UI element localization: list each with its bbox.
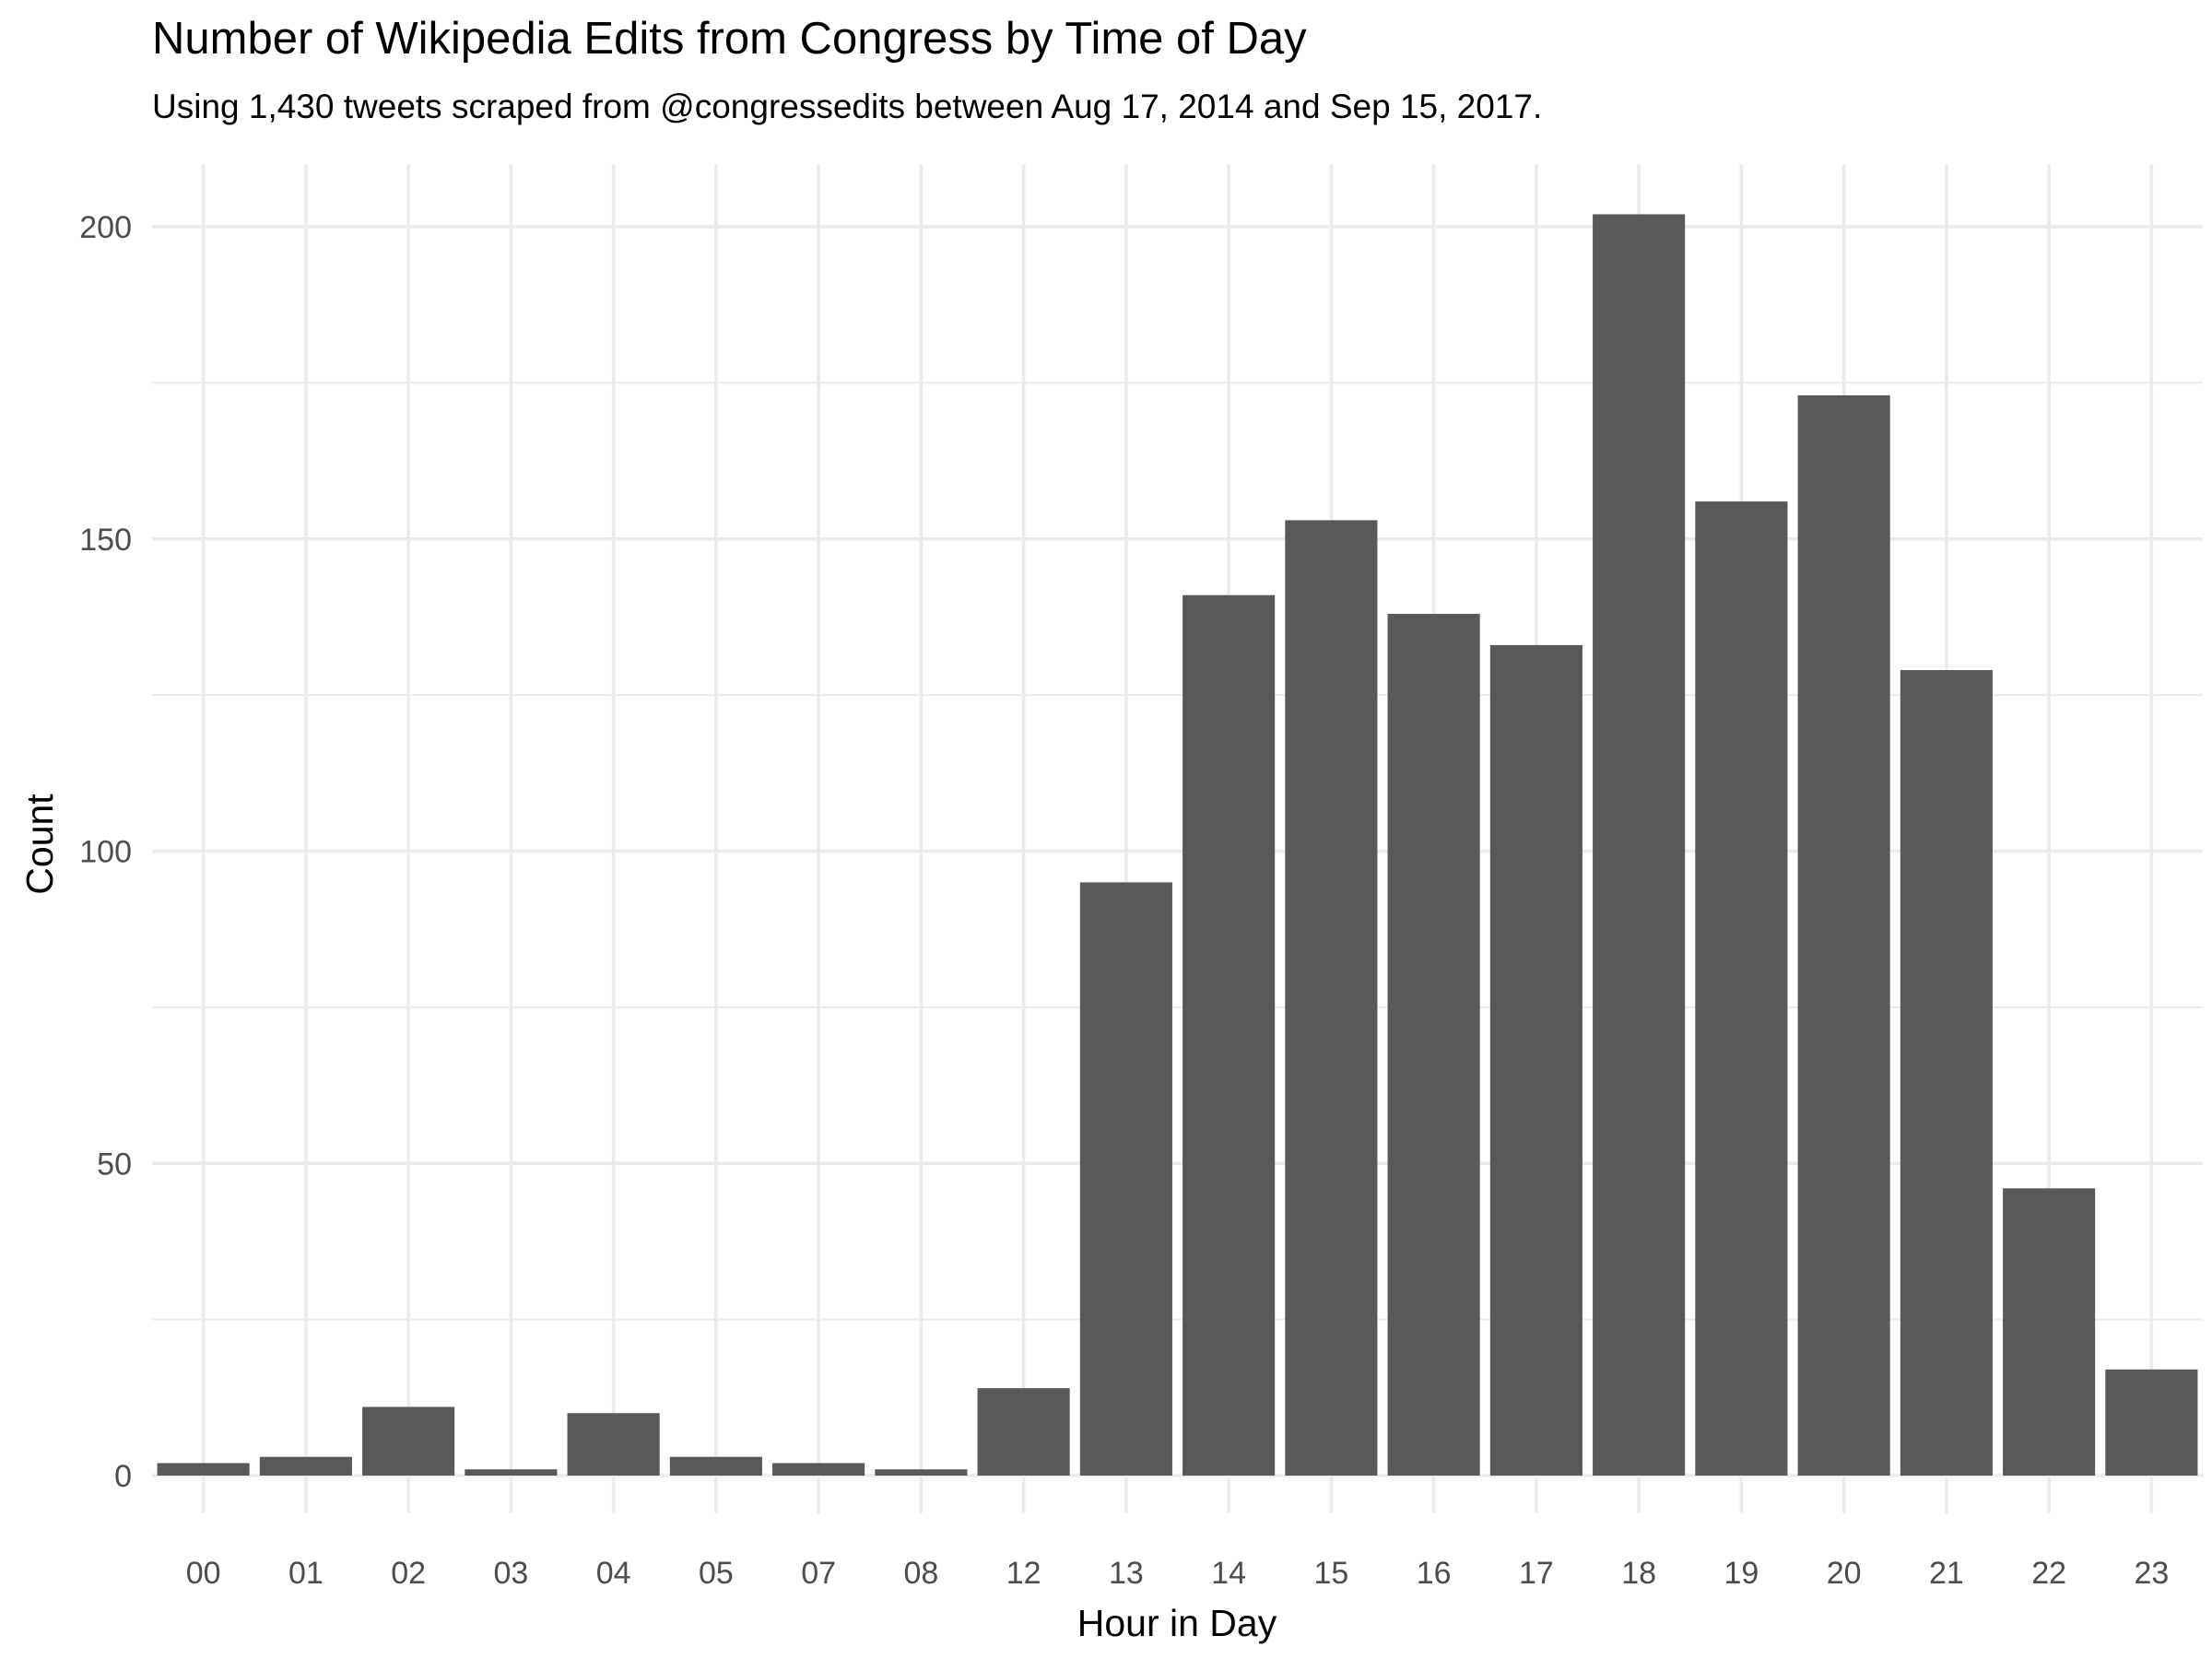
- x-tick-label: 14: [1211, 1556, 1246, 1591]
- bar-18: [1593, 214, 1686, 1477]
- bars: [157, 214, 2198, 1477]
- bar-12: [977, 1388, 1070, 1476]
- x-tick-label: 03: [493, 1556, 528, 1591]
- x-tick-label: 02: [391, 1556, 426, 1591]
- x-tick-label: 08: [903, 1556, 938, 1591]
- x-tick-label: 12: [1006, 1556, 1041, 1591]
- y-tick-label: 50: [97, 1147, 132, 1182]
- bar-04: [567, 1413, 660, 1476]
- bar-23: [2105, 1369, 2198, 1476]
- y-tick-label: 100: [79, 835, 132, 870]
- x-tick-label: 07: [801, 1556, 836, 1591]
- x-tick-label: 04: [596, 1556, 631, 1591]
- x-tick-label: 23: [2134, 1556, 2169, 1591]
- grid-lines: [152, 164, 2203, 1513]
- chart-title: Number of Wikipedia Edits from Congress …: [152, 14, 1307, 64]
- bar-00: [157, 1463, 250, 1476]
- bar-14: [1182, 594, 1276, 1476]
- x-tick-label: 18: [1621, 1556, 1656, 1591]
- bar-01: [259, 1456, 352, 1476]
- bar-02: [362, 1406, 455, 1476]
- x-tick-label: 20: [1827, 1556, 1862, 1591]
- x-tick-label: 13: [1109, 1556, 1144, 1591]
- y-tick-label: 200: [79, 210, 132, 245]
- bar-21: [1900, 670, 1993, 1476]
- bar-13: [1079, 882, 1172, 1476]
- x-tick-label: 05: [699, 1556, 734, 1591]
- bar-07: [772, 1463, 865, 1476]
- x-tick-label: 17: [1519, 1556, 1554, 1591]
- bar-03: [465, 1469, 558, 1476]
- bar-19: [1695, 501, 1788, 1476]
- y-tick-label: 0: [114, 1459, 132, 1494]
- y-tick-label: 150: [79, 523, 132, 558]
- bar-08: [875, 1469, 968, 1476]
- chart-subtitle: Using 1,430 tweets scraped from @congres…: [152, 88, 1543, 125]
- x-axis-title: Hour in Day: [1077, 1602, 1277, 1644]
- x-tick-label: 22: [2031, 1556, 2066, 1591]
- x-tick-label: 19: [1724, 1556, 1759, 1591]
- x-tick-label: 00: [186, 1556, 221, 1591]
- bar-15: [1285, 520, 1378, 1476]
- x-axis-ticks: 00 01 02 03 04 05 07 08 12 13 14 15 16 17 18 19 20 21 22 23: [186, 1556, 2170, 1591]
- bar-17: [1489, 644, 1583, 1476]
- bar-22: [2003, 1188, 2096, 1476]
- y-axis-title: Count: [18, 794, 61, 895]
- x-tick-label: 16: [1417, 1556, 1452, 1591]
- x-tick-label: 15: [1313, 1556, 1348, 1591]
- bar-20: [1797, 394, 1890, 1476]
- bar-05: [669, 1456, 762, 1476]
- x-tick-label: 21: [1929, 1556, 1964, 1591]
- x-tick-label: 01: [288, 1556, 324, 1591]
- bar-16: [1387, 614, 1480, 1476]
- y-axis-ticks: 0 50 100 150 200: [79, 210, 132, 1494]
